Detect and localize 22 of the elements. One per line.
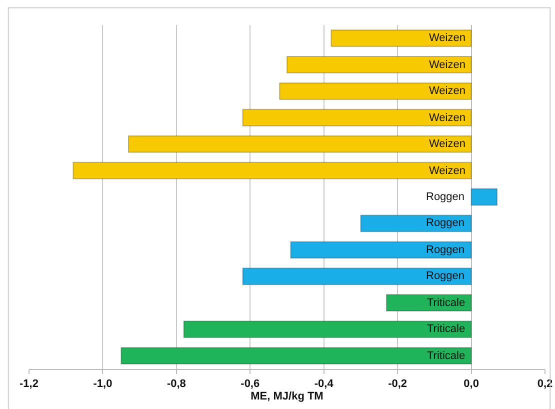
y-tick-label: Triticale [427,350,466,362]
y-tick-label: Roggen [426,191,465,203]
x-axis-title: ME, MJ/kg TM [250,390,324,402]
x-tick-label: -0,4 [314,378,334,390]
x-tick-label: -1,0 [93,378,112,390]
y-tick-label: Weizen [429,32,466,44]
x-tick-label: 0,2 [537,378,553,390]
y-tick-label: Weizen [429,85,466,97]
x-tick-label: -0,2 [388,378,408,390]
x-tick-label: -1,2 [20,378,38,390]
x-tick-label: -0,8 [166,378,186,390]
y-tick-label: Triticale [427,297,466,309]
x-tick-label: -0,6 [240,378,260,390]
y-tick-label: Weizen [429,165,466,177]
x-tick-label: 0,0 [464,378,479,390]
y-tick-label: Roggen [426,244,465,256]
y-tick-label: Roggen [426,270,465,282]
y-tick-label: Triticale [427,323,466,335]
y-tick-label: Roggen [426,217,465,229]
y-tick-label: Weizen [429,112,466,124]
y-tick-label: Weizen [429,59,466,71]
y-tick-label: Weizen [429,138,466,150]
